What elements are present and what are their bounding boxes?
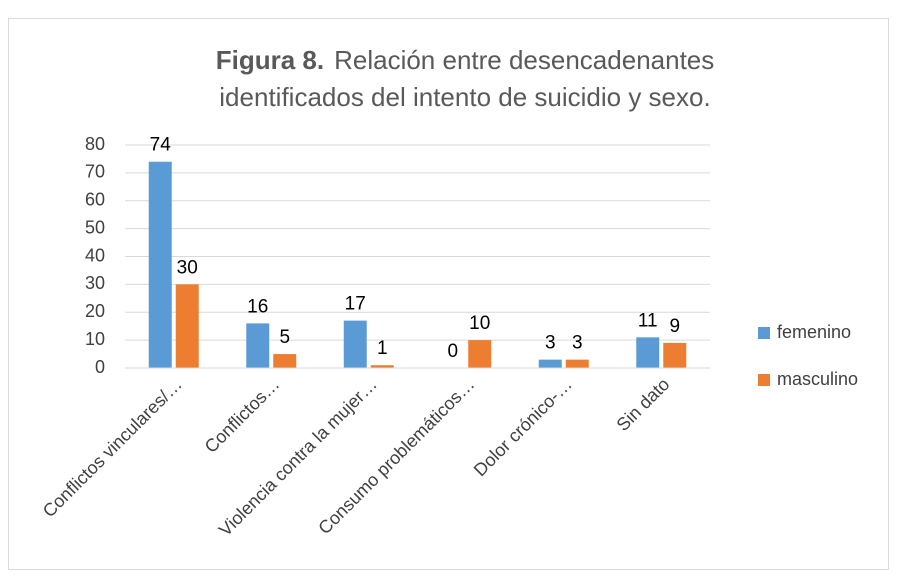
data-label: 10 bbox=[469, 313, 490, 334]
y-tick-label: 30 bbox=[85, 273, 105, 293]
legend-swatch bbox=[758, 327, 770, 339]
data-label: 17 bbox=[345, 294, 366, 315]
data-label: 0 bbox=[447, 341, 458, 362]
chart-title: Figura 8. Relación entre desencadenantes bbox=[216, 45, 715, 75]
legend-label: femenino bbox=[777, 322, 851, 342]
y-tick-label: 20 bbox=[85, 301, 105, 321]
data-label: 3 bbox=[572, 333, 583, 354]
bar bbox=[343, 320, 367, 368]
y-tick-label: 70 bbox=[85, 162, 105, 182]
bar bbox=[565, 359, 589, 368]
title-label: Figura 8. bbox=[216, 45, 324, 75]
y-tick-label: 60 bbox=[85, 190, 105, 210]
data-label: 16 bbox=[247, 296, 268, 317]
bar bbox=[273, 354, 297, 368]
title-line: Relación entre desencadenantes bbox=[334, 45, 714, 75]
y-tick-label: 50 bbox=[85, 217, 105, 237]
legend-label: masculino bbox=[777, 369, 858, 389]
bar bbox=[246, 323, 270, 368]
bar bbox=[636, 337, 660, 368]
data-label: 30 bbox=[177, 257, 198, 278]
y-tick-label: 10 bbox=[85, 329, 105, 349]
title-line: identificados del intento de suicidio y … bbox=[219, 82, 710, 112]
data-label: 3 bbox=[545, 333, 556, 354]
data-label: 9 bbox=[669, 316, 680, 337]
data-label: 11 bbox=[638, 310, 658, 331]
y-tick-label: 0 bbox=[95, 357, 105, 377]
bar bbox=[175, 284, 199, 368]
bar bbox=[370, 365, 394, 368]
bar bbox=[538, 359, 562, 368]
data-label: 1 bbox=[377, 338, 388, 359]
data-label: 74 bbox=[150, 135, 172, 156]
data-label: 5 bbox=[279, 327, 290, 348]
y-tick-label: 80 bbox=[85, 134, 105, 154]
legend-swatch bbox=[758, 374, 770, 386]
bar bbox=[468, 340, 492, 368]
y-tick-label: 40 bbox=[85, 245, 105, 265]
bar bbox=[148, 161, 172, 368]
bar bbox=[663, 342, 687, 368]
